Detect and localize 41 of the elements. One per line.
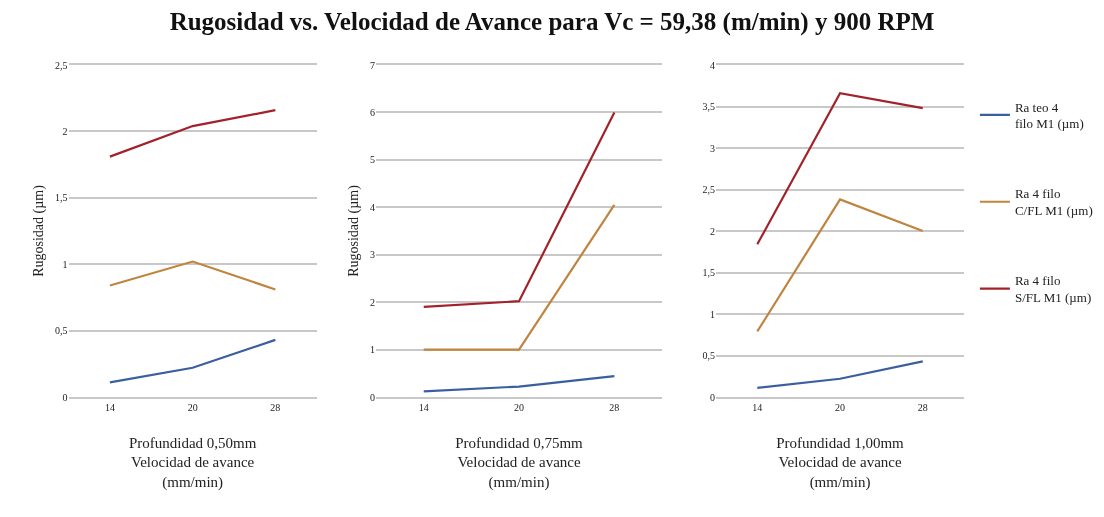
y-tick-label: 3: [709, 142, 715, 154]
y-tick-label: 1: [370, 344, 376, 356]
y-tick-label: 5: [370, 154, 376, 166]
y-tick-label: 0,5: [702, 350, 715, 361]
y-tick-label: 6: [370, 106, 376, 118]
x-tick-label: 14: [752, 402, 763, 413]
x-tick-label: 28: [270, 402, 281, 413]
y-tick-label: 1: [62, 258, 68, 270]
y-tick-label: 2: [370, 296, 376, 308]
x-tick-label: 28: [609, 402, 620, 413]
y-tick-label: 0: [709, 391, 715, 403]
y-tick-label: 1: [709, 308, 715, 320]
y-tick-label: 4: [709, 59, 715, 71]
y-tick-label: 1,5: [702, 267, 715, 278]
x-tick-label: 14: [418, 402, 429, 413]
y-tick-label: 3: [370, 249, 376, 261]
y-tick-label: 3,5: [702, 101, 715, 112]
y-tick-label: 2: [62, 125, 68, 137]
x-tick-label: 20: [514, 402, 525, 413]
y-axis-title: Rugosidad (µm): [30, 184, 47, 277]
y-tick-label: 2,5: [55, 59, 68, 71]
x-axis-title: Profundidad 0,50mm Velocidad de avance (mm/min): [128, 434, 257, 491]
legend-label: Ra 4 filo C/FL M1 (µm): [1014, 186, 1093, 219]
legend-label: Ra 4 filo S/FL M1 (µm): [1014, 273, 1092, 306]
text: Rugosidad vs. Velocidad de Avance para Vc = 59,38 (m/min) y 900 RPM: [169, 8, 935, 37]
legend-label: Ra teo 4 filo M1 (µm): [1014, 99, 1084, 132]
x-tick-label: 14: [104, 402, 115, 413]
y-tick-label: 2: [709, 225, 715, 237]
y-tick-label: 0,5: [55, 325, 68, 337]
x-tick-label: 28: [917, 402, 928, 413]
y-tick-label: 4: [370, 201, 376, 213]
y-axis-title: Rugosidad (µm): [345, 184, 362, 277]
x-axis-title: Profundidad 1,00mm Velocidad de avance (mm/min): [776, 434, 905, 491]
y-tick-label: 7: [370, 59, 376, 71]
y-tick-label: 2,5: [702, 184, 715, 195]
y-tick-label: 0: [370, 391, 376, 403]
x-tick-label: 20: [835, 402, 846, 413]
x-tick-label: 20: [187, 402, 198, 413]
x-axis-title: Profundidad 0,75mm Velocidad de avance (mm/min): [455, 434, 584, 491]
y-tick-label: 1,5: [55, 192, 68, 204]
y-tick-label: 0: [62, 391, 68, 403]
